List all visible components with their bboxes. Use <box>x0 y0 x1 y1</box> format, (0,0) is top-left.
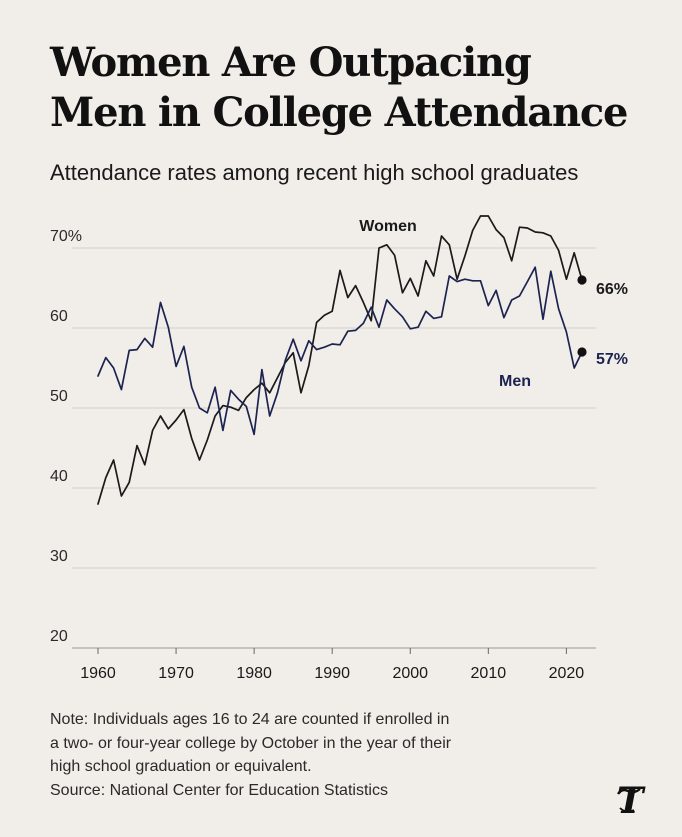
chart-title: Women Are Outpacing Men in College Atten… <box>50 38 650 138</box>
y-tick-label: 70% <box>50 228 82 245</box>
note-line-1: Note: Individuals ages 16 to 24 are coun… <box>50 711 450 728</box>
series-label-men: Men <box>499 373 531 390</box>
source-line: Source: National Center for Education St… <box>50 781 388 799</box>
x-tick-label: 2020 <box>549 665 585 682</box>
x-tick-label: 1990 <box>314 665 350 682</box>
endpoint-marker-men <box>577 347 587 357</box>
x-tick-label: 2000 <box>392 665 428 682</box>
series-line-women <box>97 215 583 505</box>
y-axis-ticks: 20 30 40 50 60 70% <box>50 228 82 645</box>
note-line-2: a two- or four-year college by October i… <box>50 734 452 752</box>
title-line-2: Men in College Attendance <box>50 89 628 136</box>
x-tick-label: 1970 <box>158 665 194 682</box>
nyt-logo-icon: T <box>617 780 646 820</box>
x-tick-label: 2010 <box>471 665 507 682</box>
line-chart: 20 30 40 50 60 70% 1960 1970 1980 1990 2000 2010 20… <box>50 215 628 682</box>
x-tick-label: 1960 <box>80 665 116 682</box>
chart-subtitle: Attendance rates among recent high schoo… <box>50 160 579 185</box>
series-line-men <box>97 266 583 436</box>
series-label-women: Women <box>359 218 416 235</box>
end-label-women: 66% <box>596 281 628 298</box>
chart-note: Note: Individuals ages 16 to 24 are coun… <box>50 708 570 802</box>
svg-text:T: T <box>617 780 646 820</box>
series-labels: Women Men 66% 57% <box>359 218 628 390</box>
gridlines <box>72 247 596 649</box>
x-tick-label: 1980 <box>236 665 272 682</box>
series <box>97 215 587 505</box>
y-tick-label: 30 <box>50 548 68 565</box>
x-axis-ticks: 1960 1970 1980 1990 2000 2010 2020 <box>80 648 584 682</box>
title-line-1: Women Are Outpacing <box>50 39 532 86</box>
y-tick-label: 40 <box>50 468 68 485</box>
endpoint-marker-women <box>577 275 587 285</box>
note-line-3: high school graduation or equivalent. <box>50 758 312 775</box>
y-tick-label: 50 <box>50 388 68 405</box>
end-label-men: 57% <box>596 351 628 368</box>
y-tick-label: 20 <box>50 628 68 645</box>
y-tick-label: 60 <box>50 308 68 325</box>
